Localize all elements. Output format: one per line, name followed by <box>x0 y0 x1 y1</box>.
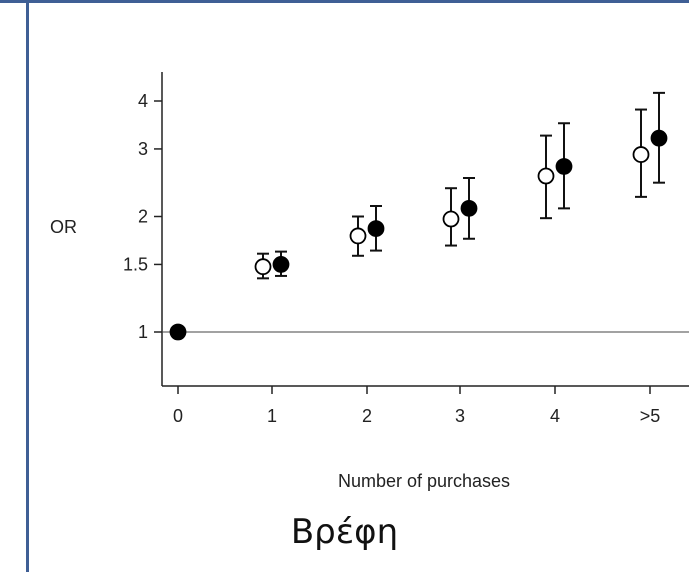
slide-caption: Βρέφη <box>290 512 399 552</box>
filled-circle-point <box>272 256 290 273</box>
x-tick-label: 4 <box>550 406 560 426</box>
open-circle-point <box>632 146 650 163</box>
frame-top-border <box>0 0 689 3</box>
y-tick-label: 2 <box>138 207 148 227</box>
x-tick-label: 1 <box>267 406 277 426</box>
y-tick-label: 4 <box>138 91 148 111</box>
filled-circle-point <box>650 129 668 147</box>
x-tick-label: >5 <box>640 406 661 426</box>
x-tick-label: 2 <box>362 406 372 426</box>
x-tick-label: 0 <box>173 406 183 426</box>
x-axis-label: Number of purchases <box>338 471 510 491</box>
chart-axes <box>161 72 689 387</box>
filled-circle-point <box>555 158 573 175</box>
filled-circle-point <box>169 323 187 341</box>
error-bars <box>257 91 665 280</box>
x-tick-label: 3 <box>455 406 465 426</box>
open-circle-point <box>254 258 272 276</box>
y-axis-label: OR <box>50 217 77 237</box>
y-tick-label: 3 <box>138 139 148 159</box>
y-tick-label: 1 <box>138 322 148 342</box>
filled-circle-point <box>367 220 385 237</box>
y-tick-label: 1.5 <box>123 254 148 274</box>
frame-left-border <box>26 0 29 572</box>
open-circle-point <box>349 227 367 245</box>
open-circle-point <box>537 167 555 185</box>
y-ticks: 1 1.5 2 3 4 <box>123 91 162 342</box>
x-ticks: 0 1 2 3 4 >5 <box>173 386 660 426</box>
data-points <box>169 129 668 341</box>
filled-circle-point <box>460 199 478 217</box>
open-circle-point <box>442 210 460 228</box>
